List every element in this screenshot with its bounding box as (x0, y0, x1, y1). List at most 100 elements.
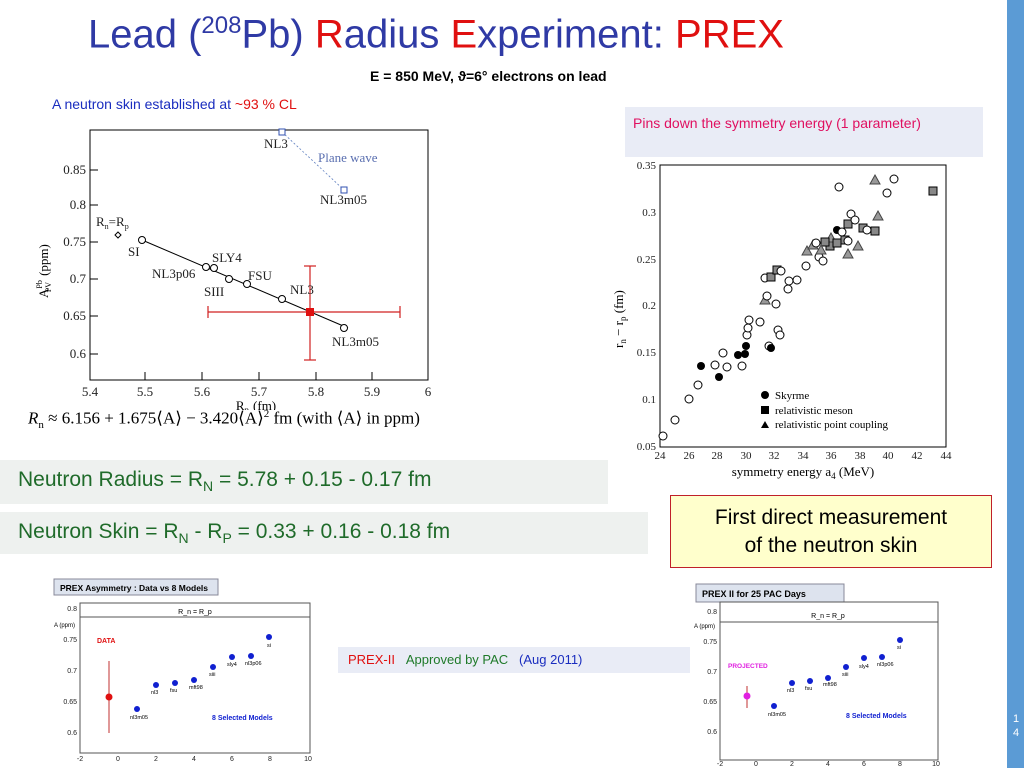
svg-text:mft98: mft98 (823, 682, 837, 688)
ytick: 0.8 (70, 197, 86, 212)
scatter-marker (743, 323, 753, 333)
svg-text:0.8: 0.8 (67, 606, 77, 613)
svg-text:40: 40 (883, 450, 895, 462)
svg-text:36: 36 (826, 450, 838, 462)
svg-text:-2: -2 (717, 761, 723, 768)
model-point-sly4 (202, 263, 210, 271)
svg-text:sly4: sly4 (227, 662, 237, 668)
svg-text:0.7: 0.7 (67, 668, 77, 675)
svg-text:0.6: 0.6 (67, 730, 77, 737)
scatter-marker (820, 237, 830, 247)
pins-down-box: Pins down the symmetry energy (1 paramet… (625, 107, 983, 157)
xtick: 5.7 (251, 384, 268, 399)
svg-text:si: si (267, 643, 271, 649)
scatter-marker (767, 344, 775, 352)
model-point-nl3m05 (340, 324, 348, 332)
scatter-marker (834, 182, 844, 192)
model-point-si (138, 236, 146, 244)
scatter-marker (784, 276, 794, 286)
svg-text:sly4: sly4 (859, 664, 869, 670)
svg-text:APbPV(ppm): APbPV(ppm) (35, 244, 53, 298)
svg-text:0.25: 0.25 (637, 254, 657, 266)
svg-text:30: 30 (741, 450, 753, 462)
svg-text:38: 38 (855, 450, 867, 462)
svg-text:SLY4: SLY4 (212, 250, 242, 265)
y-axis-label: APbPV(ppm) (35, 244, 53, 298)
svg-text:R_n = R_p: R_n = R_p (178, 609, 212, 616)
scatter-marker (832, 238, 842, 248)
right-accent-bar (1007, 0, 1024, 768)
svg-text:SI: SI (128, 244, 140, 259)
ytick: 0.85 (63, 162, 86, 177)
svg-text:PROJECTED: PROJECTED (728, 663, 768, 670)
slide-title: Lead (208Pb) Radius Experiment: PREX (88, 12, 784, 57)
scatter-marker (715, 373, 723, 381)
svg-text:FSU: FSU (248, 268, 272, 283)
svg-text:rn − rp (fm): rn − rp (fm) (611, 290, 628, 348)
svg-text:8 Selected Models: 8 Selected Models (212, 715, 273, 722)
svg-text:4: 4 (192, 756, 196, 763)
svg-text:A (ppm): A (ppm) (54, 623, 75, 629)
scatter-marker (775, 330, 785, 340)
scatter-marker (776, 266, 786, 276)
scatter-marker (755, 317, 765, 327)
svg-text:siii: siii (209, 672, 215, 678)
svg-text:0: 0 (754, 761, 758, 768)
svg-text:nl3p06: nl3p06 (877, 662, 894, 668)
svg-text:nl3p06: nl3p06 (245, 661, 262, 667)
prex-data-vs-models-plot: PREX Asymmetry : Data vs 8 Models R_n = … (53, 578, 312, 763)
scatter-marker (850, 215, 860, 225)
neutron-skin-note: A neutron skin established at ~93 % CL (52, 96, 297, 112)
svg-text:Skyrme: Skyrme (775, 390, 809, 402)
svg-text:nl3: nl3 (787, 688, 794, 694)
svg-text:-2: -2 (77, 756, 83, 763)
scatter-marker (744, 315, 754, 325)
svg-text:10: 10 (932, 761, 940, 768)
svg-text:44: 44 (941, 450, 953, 462)
svg-text:DATA: DATA (97, 638, 115, 645)
svg-text:PREX Asymmetry : Data vs 8 Mod: PREX Asymmetry : Data vs 8 Models (60, 583, 208, 593)
svg-text:nl3m05: nl3m05 (130, 715, 148, 721)
first-measurement-box: First direct measurement of the neutron s… (670, 495, 992, 568)
scatter-marker (670, 415, 680, 425)
model-point-siii (225, 275, 233, 283)
slide-subtitle: E = 850 MeV, ϑ=6° electrons on lead (370, 68, 607, 84)
model-point-nl3 (278, 295, 286, 303)
apv-vs-rn-plot: 0.85 0.8 0.75 0.7 0.65 0.6 5.4 5.5 5.6 5… (28, 118, 438, 410)
scatter-marker (718, 348, 728, 358)
svg-text:10: 10 (304, 756, 312, 763)
svg-text:0.35: 0.35 (637, 160, 657, 172)
scatter-marker (658, 431, 668, 441)
scatter-marker (852, 239, 864, 251)
xtick: 5.8 (308, 384, 324, 399)
svg-text:32: 32 (769, 450, 780, 462)
svg-text:fsu: fsu (805, 686, 812, 692)
svg-text:26: 26 (684, 450, 696, 462)
svg-text:0.75: 0.75 (63, 637, 77, 644)
prex2-approval: PREX-II Approved by PAC (Aug 2011) (338, 647, 690, 673)
scatter-marker (843, 236, 853, 246)
svg-text:NL3: NL3 (290, 282, 314, 297)
scatter-marker (837, 227, 847, 237)
svg-text:NL3m05: NL3m05 (320, 192, 367, 207)
scatter-marker (792, 275, 802, 285)
svg-text:0.15: 0.15 (637, 347, 657, 359)
scatter-marker (801, 244, 813, 256)
svg-text:NL3m05: NL3m05 (332, 334, 379, 349)
svg-text:NL3p06: NL3p06 (152, 266, 196, 281)
svg-text:0.7: 0.7 (707, 669, 717, 676)
scatter-marker (783, 284, 793, 294)
scatter-marker (882, 188, 892, 198)
scatter-marker (843, 219, 853, 229)
svg-text:8: 8 (898, 761, 902, 768)
rn-rp-vs-symmetry-energy-plot: 0.35 0.3 0.25 0.2 0.15 0.1 0.05 24 26 28… (605, 158, 960, 480)
svg-text:A (ppm): A (ppm) (694, 624, 715, 630)
xtick: 5.6 (194, 384, 211, 399)
svg-text:0.75: 0.75 (703, 639, 717, 646)
plane-wave-nl3m05 (340, 186, 348, 194)
scatter-marker (766, 272, 776, 282)
scatter-marker (737, 361, 747, 371)
model-point-nl3p06 (210, 264, 218, 272)
svg-text:nl3m05: nl3m05 (768, 712, 786, 718)
